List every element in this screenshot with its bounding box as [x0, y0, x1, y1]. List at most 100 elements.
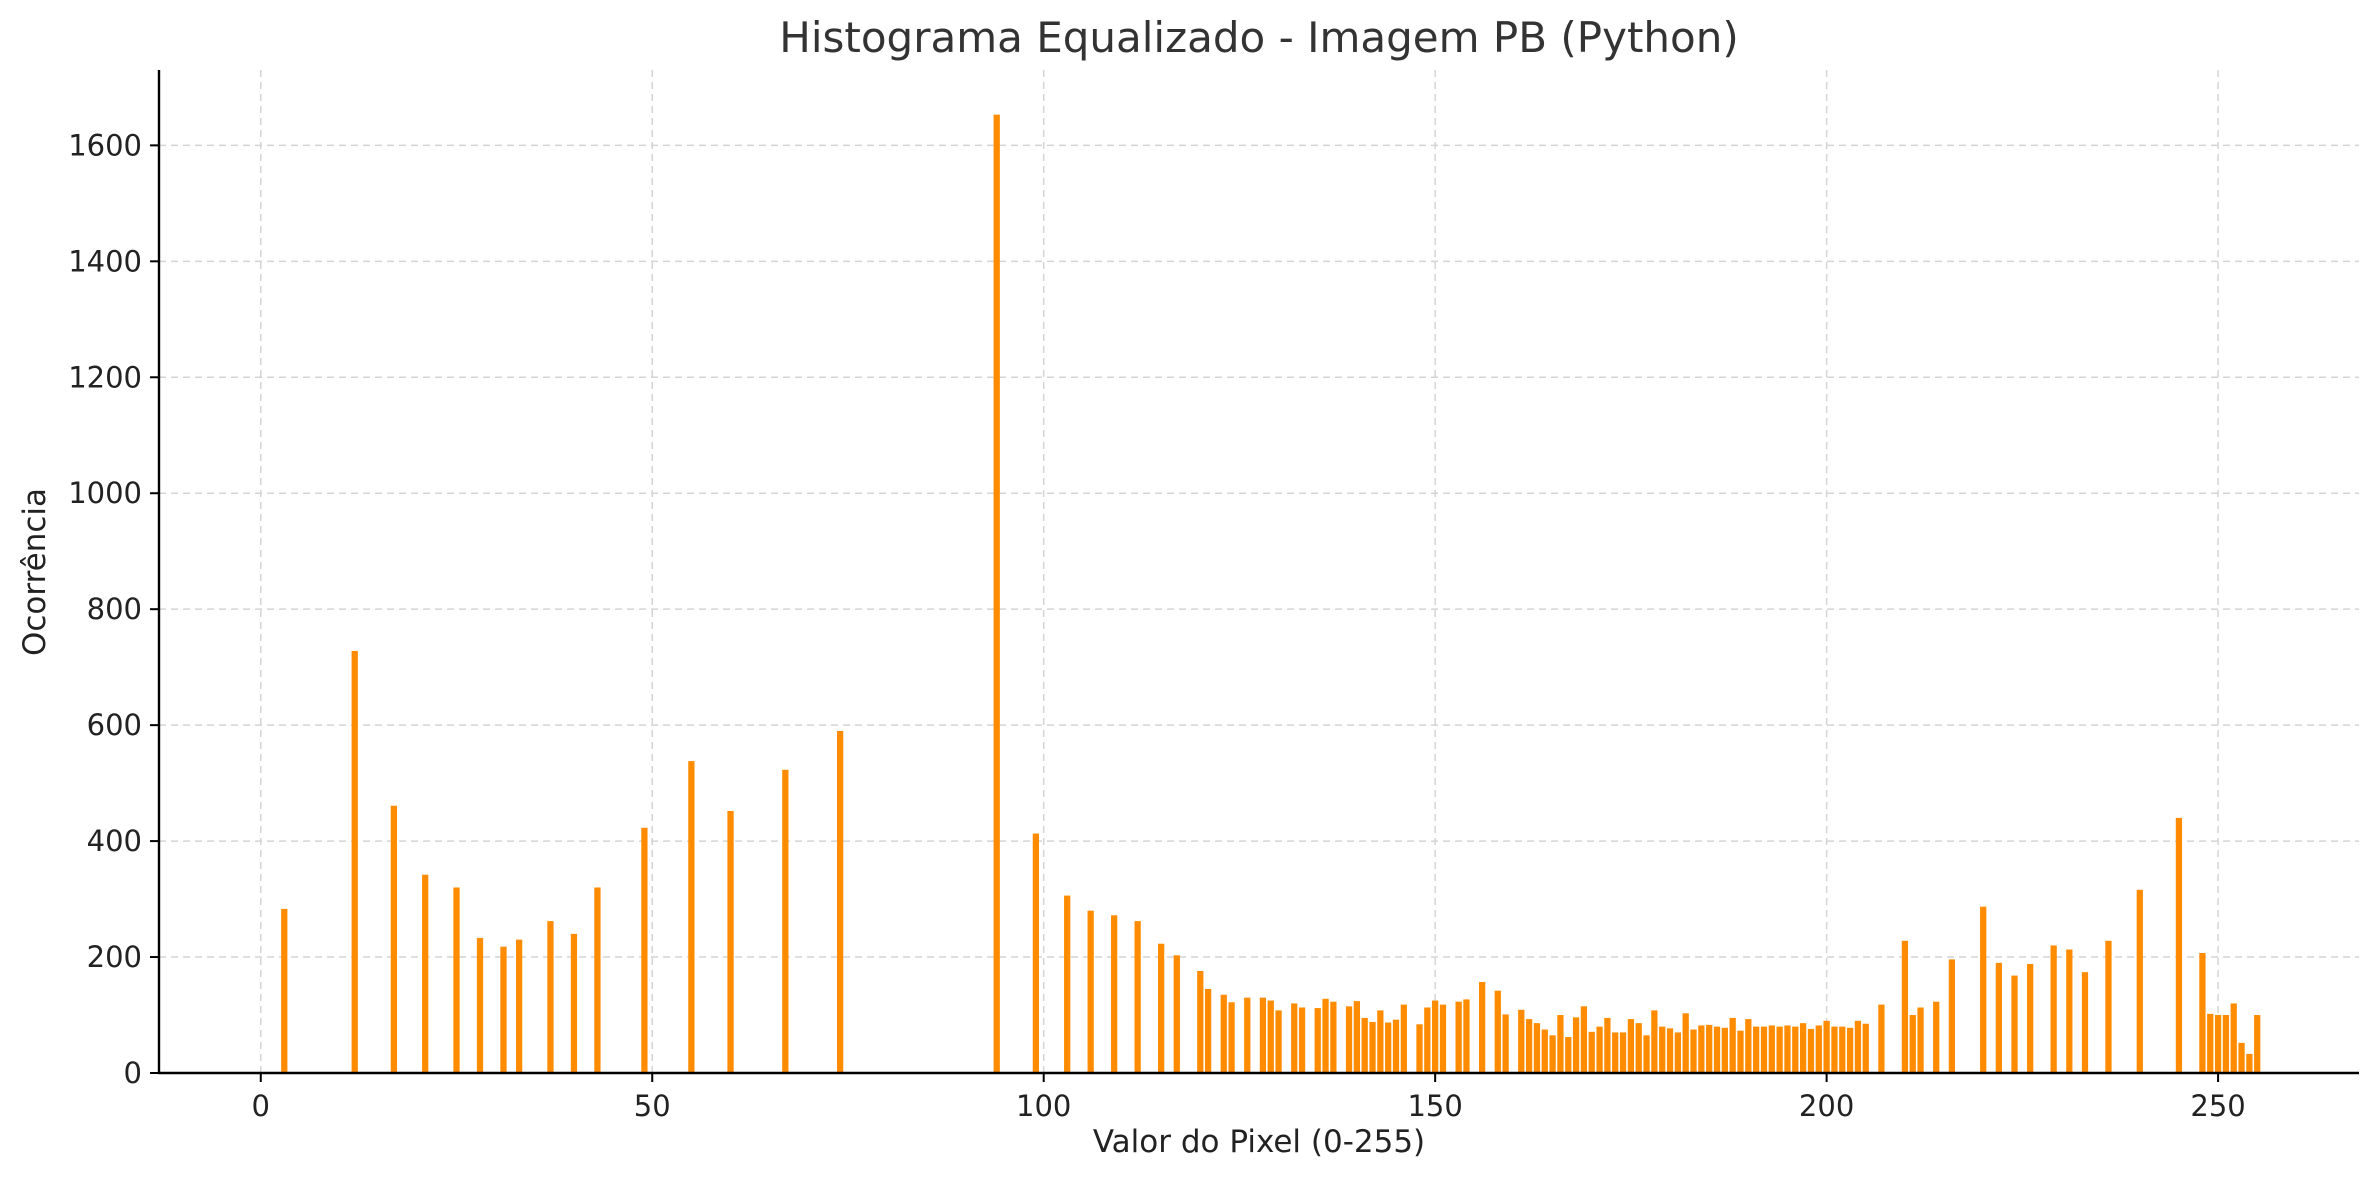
histogram-bar [1753, 1026, 1760, 1073]
histogram-bar [1854, 1020, 1862, 1073]
histogram-bar [1439, 1004, 1447, 1073]
histogram-bar [1619, 1032, 1627, 1073]
histogram-bar [1455, 1001, 1462, 1073]
histogram-bar [1878, 1004, 1885, 1073]
histogram-bar [1134, 921, 1141, 1073]
histogram-bar [1400, 1004, 1407, 1073]
histogram-bar [1064, 895, 1071, 1073]
histogram-bar [1259, 997, 1267, 1073]
histogram-bar [1432, 1000, 1439, 1073]
histogram-bar [1588, 1031, 1595, 1073]
histogram-bar [2238, 1042, 2245, 1073]
histogram-bar [1204, 988, 1212, 1073]
histogram-bar [390, 805, 398, 1073]
histogram-bar [1690, 1029, 1697, 1073]
histogram-bar [1369, 1021, 1376, 1073]
histogram-bar [1729, 1017, 1736, 1073]
chart-title: Histograma Equalizado - Imagem PB (Pytho… [779, 13, 1739, 62]
histogram-bar [2246, 1053, 2253, 1073]
histogram-bar [594, 887, 601, 1073]
histogram-bar [1721, 1027, 1728, 1073]
x-tick-label: 250 [2190, 1089, 2245, 1123]
y-tick-label: 1600 [68, 128, 142, 162]
histogram-bar [1580, 1006, 1588, 1073]
histogram-bar [1565, 1037, 1572, 1073]
histogram-bar [500, 946, 507, 1073]
histogram-bar [351, 650, 358, 1073]
histogram-bar [1596, 1026, 1603, 1073]
x-tick-label: 0 [252, 1089, 270, 1123]
histogram-bar [2136, 889, 2143, 1073]
histogram-bar [1862, 1023, 1869, 1073]
y-axis-label: Ocorrência [17, 488, 53, 656]
histogram-bar [2254, 1015, 2261, 1073]
histogram-bar [1909, 1015, 1916, 1073]
histogram-bar [1627, 1019, 1635, 1073]
histogram-bar [1784, 1025, 1791, 1073]
x-tick-label: 100 [1016, 1089, 1071, 1123]
x-tick-label: 200 [1799, 1089, 1854, 1123]
histogram-bar [1322, 998, 1329, 1073]
histogram-bar [1298, 1007, 1306, 1073]
histogram-bar [1463, 999, 1470, 1073]
histogram-bar [727, 810, 734, 1073]
y-tick-label: 0 [124, 1056, 142, 1090]
histogram-bar [1228, 1002, 1235, 1073]
histogram-bar [782, 769, 789, 1073]
histogram-bar [1776, 1026, 1783, 1073]
histogram-bar [2175, 817, 2183, 1073]
histogram-bar [422, 874, 429, 1073]
histogram-bar [2050, 945, 2057, 1073]
histogram-bar [1760, 1026, 1768, 1073]
histogram-bar [1823, 1020, 1830, 1073]
histogram-bar [2105, 940, 2112, 1073]
histogram-bar [1792, 1026, 1799, 1073]
histogram-bar [1948, 959, 1956, 1073]
histogram-bar [1815, 1025, 1822, 1073]
histogram-bar [1698, 1025, 1705, 1073]
histogram-bar [2011, 975, 2018, 1073]
histogram-bar [2222, 1015, 2230, 1073]
histogram-bar [1917, 1007, 1924, 1073]
axes-layer [157, 70, 2359, 1075]
histogram-bar [1385, 1022, 1392, 1073]
histogram-bar [1713, 1026, 1721, 1073]
histogram-bar [1502, 1014, 1509, 1073]
histogram-bar [281, 908, 288, 1073]
histogram-bar [1111, 915, 1118, 1073]
histogram-bar [2207, 1013, 2214, 1073]
histogram-bar [1345, 1006, 1353, 1073]
histogram-bar [1392, 1019, 1400, 1073]
histogram-bar [1831, 1026, 1838, 1073]
histogram-bar [1267, 1000, 1274, 1073]
histogram-bar [641, 827, 648, 1073]
y-tick-label: 800 [87, 592, 142, 626]
histogram-bar [1933, 1001, 1940, 1073]
histogram-bar [1706, 1024, 1713, 1073]
histogram-bar [453, 887, 460, 1073]
histogram-bar [2081, 972, 2089, 1073]
y-tick-label: 1000 [68, 476, 142, 510]
histogram-bar [837, 730, 844, 1073]
histogram-bar [1612, 1032, 1619, 1073]
histogram-bar [1674, 1032, 1681, 1073]
histogram-bar [1087, 910, 1094, 1073]
histogram-bar [1635, 1023, 1642, 1073]
bars-layer [281, 114, 2261, 1073]
histogram-bar [1768, 1025, 1775, 1073]
histogram-bar [1525, 1019, 1533, 1073]
histogram-bar [1220, 994, 1227, 1073]
histogram-bar [1901, 940, 1909, 1073]
histogram-bar [1275, 1010, 1282, 1073]
grid-layer [159, 70, 2359, 1074]
histogram-bar [2214, 1015, 2222, 1073]
x-tick-label: 150 [1407, 1089, 1462, 1123]
histogram-bar [1651, 1010, 1658, 1073]
histogram-bar [2066, 949, 2073, 1073]
histogram-bar [1533, 1023, 1541, 1073]
x-axis-label: Valor do Pixel (0-255) [1093, 1124, 1425, 1160]
histogram-bar [1980, 906, 1987, 1073]
histogram-bar [1173, 955, 1180, 1073]
histogram-bar [1377, 1010, 1384, 1073]
